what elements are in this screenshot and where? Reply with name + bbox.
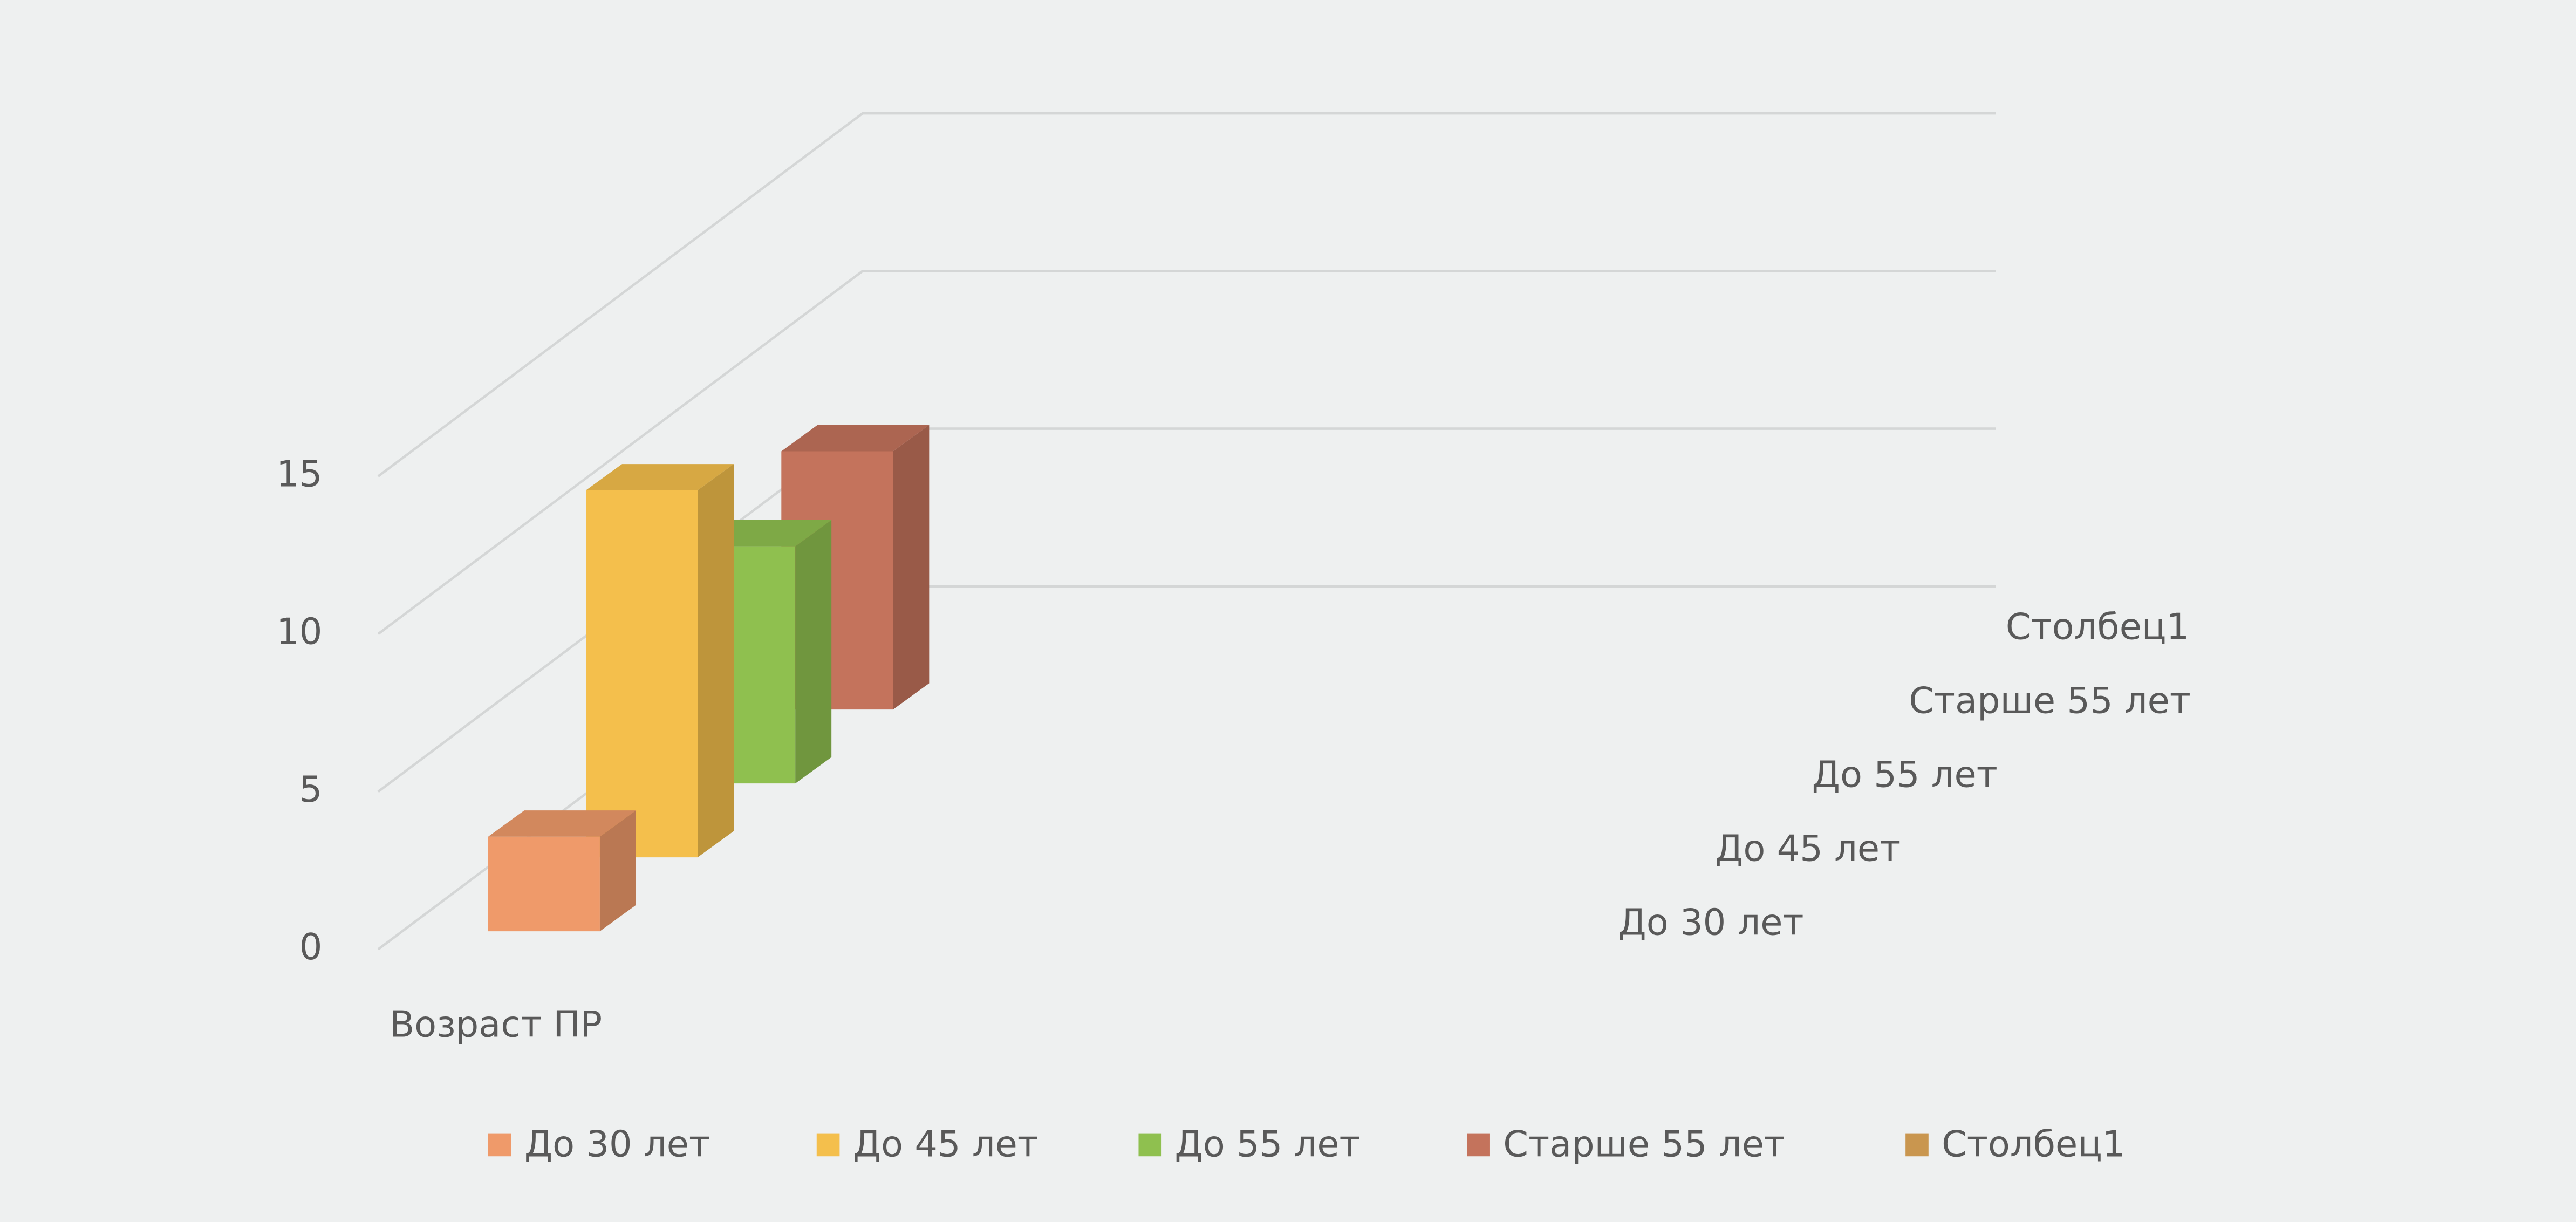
depth-label: Старше 55 лет	[1909, 680, 2191, 722]
legend-swatch	[1905, 1133, 1929, 1157]
bar	[488, 810, 636, 932]
bar-face	[599, 810, 636, 932]
depth-label: До 55 лет	[1812, 754, 1998, 796]
y-tick-label: 0	[299, 926, 323, 968]
grid-line	[377, 112, 1996, 477]
bar-face	[781, 425, 930, 452]
bar-face	[586, 464, 734, 490]
legend-swatch	[1467, 1133, 1490, 1157]
legend-swatch	[816, 1133, 840, 1157]
depth-label: До 45 лет	[1715, 828, 1901, 870]
legend-label: До 30 лет	[524, 1123, 710, 1165]
legend-label: До 55 лет	[1174, 1123, 1360, 1165]
x-tick-label: Возраст ПР	[390, 1003, 602, 1045]
bar-face	[893, 425, 930, 710]
y-tick-label: 5	[299, 768, 323, 810]
bar	[586, 464, 734, 858]
legend-swatch	[1138, 1133, 1162, 1157]
legend-swatch	[488, 1133, 511, 1157]
grid-line	[377, 270, 1996, 635]
legend-label: Столбец1	[1942, 1123, 2125, 1165]
bar-face	[586, 490, 698, 858]
depth-label: До 30 лет	[1618, 902, 1803, 944]
bar-face	[488, 836, 600, 932]
legend-label: Старше 55 лет	[1503, 1123, 1785, 1165]
bar-face	[698, 464, 734, 858]
y-tick-label: 10	[276, 611, 322, 653]
bar-face	[488, 810, 636, 837]
depth-label: Столбец1	[2006, 606, 2189, 648]
y-tick-label: 15	[276, 453, 322, 495]
legend-label: До 45 лет	[853, 1123, 1038, 1165]
bar-face	[795, 520, 832, 784]
